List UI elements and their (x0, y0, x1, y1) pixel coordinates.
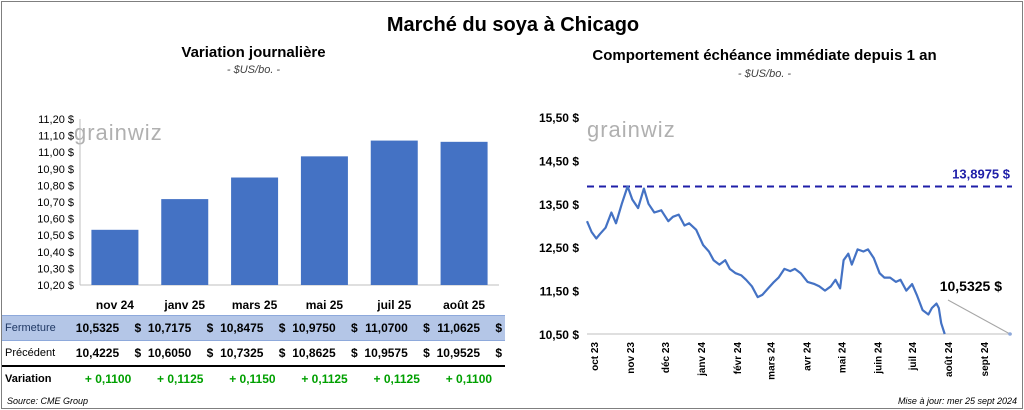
left-y-tick-label: 10,50 $ (37, 230, 74, 242)
table-cell: 10,4225 $ (75, 345, 142, 360)
last-value-label: 10,5325 $ (940, 278, 1002, 294)
right-chart-unit: - $US/bo. - (737, 68, 792, 80)
right-y-tick-label: 12,50 $ (539, 241, 579, 255)
table-cell: 11,0700 $ (360, 315, 433, 341)
bar-2 (231, 177, 279, 285)
source-note: Source: CME Group (7, 396, 89, 406)
table-cell: + 0,1150 (216, 364, 289, 391)
right-x-tick-label: janv 24 (697, 342, 708, 377)
previous-row: Précédent 10,4225 $ 10,6050 $ 10,7325 $ 10,8625… (2, 341, 505, 366)
right-x-tick-label: août 24 (944, 342, 955, 377)
table-cell: 10,9750 $ (288, 315, 361, 341)
daily-variation-bar-chart: 10,20 $ 10,30 $ 10,40 $ 10,50 $ 10,60 $ 10,70… (37, 114, 499, 312)
right-x-tick-label: juil 24 (908, 342, 919, 372)
right-x-tick-label: févr 24 (733, 342, 744, 375)
last-value-marker (1008, 332, 1012, 336)
bar-3 (300, 156, 348, 285)
table-cell: 10,7325 $ (220, 345, 286, 360)
update-date: Mise à jour: mer 25 sept 2024 (897, 396, 1017, 406)
right-chart-title: Comportement échéance immédiate depuis 1… (592, 47, 937, 64)
table-cell: 10,9575 $ (364, 345, 430, 360)
grainwiz-logo-right: grainwiz (587, 117, 676, 142)
right-y-tick-label: 15,50 $ (539, 111, 579, 125)
right-y-tick-label: 11,50 $ (540, 285, 580, 299)
left-y-tick-label: 10,40 $ (37, 247, 74, 259)
table-cell: 10,7175 $ (144, 315, 217, 341)
bar-5 (440, 141, 488, 285)
table-cell: + 0,1125 (360, 364, 433, 391)
right-x-tick-label: sept 24 (980, 342, 991, 377)
one-year-line-chart: 10,50 $ 11,50 $ 12,50 $ 13,50 $ 14,50 $ 15,50… (539, 111, 1012, 380)
left-chart-title: Variation journalière (181, 44, 326, 61)
closing-row: Fermeture 10,5325 $10,7175 $10,8475 $10,9750… (2, 315, 505, 341)
right-x-tick-label: mars 24 (766, 342, 777, 380)
left-y-tick-label: 11,00 $ (38, 147, 74, 159)
right-y-tick-label: 10,50 $ (539, 328, 579, 342)
row-label: Précédent (5, 346, 56, 359)
last-value-leader (947, 299, 1011, 335)
price-series-line (585, 185, 946, 335)
left-y-tick-label: 10,90 $ (37, 164, 74, 176)
left-x-tick-label: mai 25 (306, 298, 344, 312)
right-x-tick-label: avr 24 (802, 342, 813, 371)
table-cell: + 0,1100 (72, 364, 145, 391)
left-y-tick-label: 10,60 $ (37, 214, 74, 226)
table-cell: + 0,1125 (288, 364, 361, 391)
price-table: Fermeture 10,5325 $10,7175 $10,8475 $10,9750… (2, 315, 505, 391)
right-x-tick-label: juin 24 (873, 342, 884, 375)
reference-line-label: 13,8975 $ (952, 167, 1011, 182)
left-y-tick-label: 11,10 $ (38, 131, 74, 143)
grainwiz-logo-left: grainwiz (74, 120, 163, 145)
left-x-tick-label: mars 25 (232, 298, 278, 312)
table-cell: + 0,1125 (144, 364, 217, 391)
left-y-tick-label: 10,20 $ (37, 280, 74, 292)
left-y-tick-label: 10,80 $ (37, 180, 74, 192)
bar-1 (161, 199, 209, 285)
table-cell: 10,8475 $ (216, 315, 289, 341)
table-cell: 11,0625 $ (432, 315, 505, 341)
left-y-tick-label: 10,70 $ (37, 197, 74, 209)
left-x-tick-label: nov 24 (96, 298, 134, 312)
right-x-tick-label: oct 23 (590, 342, 601, 371)
row-label: Fermeture (2, 315, 72, 341)
bar-0 (91, 229, 139, 285)
bar-4 (370, 140, 418, 285)
right-x-tick-label: déc 23 (661, 342, 672, 374)
table-cell: + 0,1100 (432, 364, 505, 391)
left-chart-unit: - $US/bo. - (226, 64, 281, 76)
left-x-tick-label: août 25 (443, 298, 485, 312)
right-x-tick-label: nov 23 (626, 342, 637, 374)
table-cell: 10,6050 $ (147, 345, 214, 360)
page-title: Marché du soya à Chicago (386, 14, 640, 36)
left-y-tick-label: 11,20 $ (38, 114, 74, 126)
right-x-tick-label: mai 24 (837, 342, 848, 374)
row-label: Variation (2, 364, 72, 391)
right-y-tick-label: 13,50 $ (539, 198, 579, 212)
right-y-tick-label: 14,50 $ (539, 154, 579, 168)
variation-row: Variation + 0,1100 + 0,1125 + 0,1150 + 0,112… (2, 364, 505, 391)
table-cell: 10,9525 $ (436, 345, 502, 360)
table-cell: 10,5325 $ (72, 315, 145, 341)
left-y-tick-label: 10,30 $ (37, 263, 74, 275)
left-x-tick-label: janv 25 (163, 298, 205, 312)
left-x-tick-label: juil 25 (376, 298, 411, 312)
table-cell: 10,8625 $ (292, 345, 358, 360)
